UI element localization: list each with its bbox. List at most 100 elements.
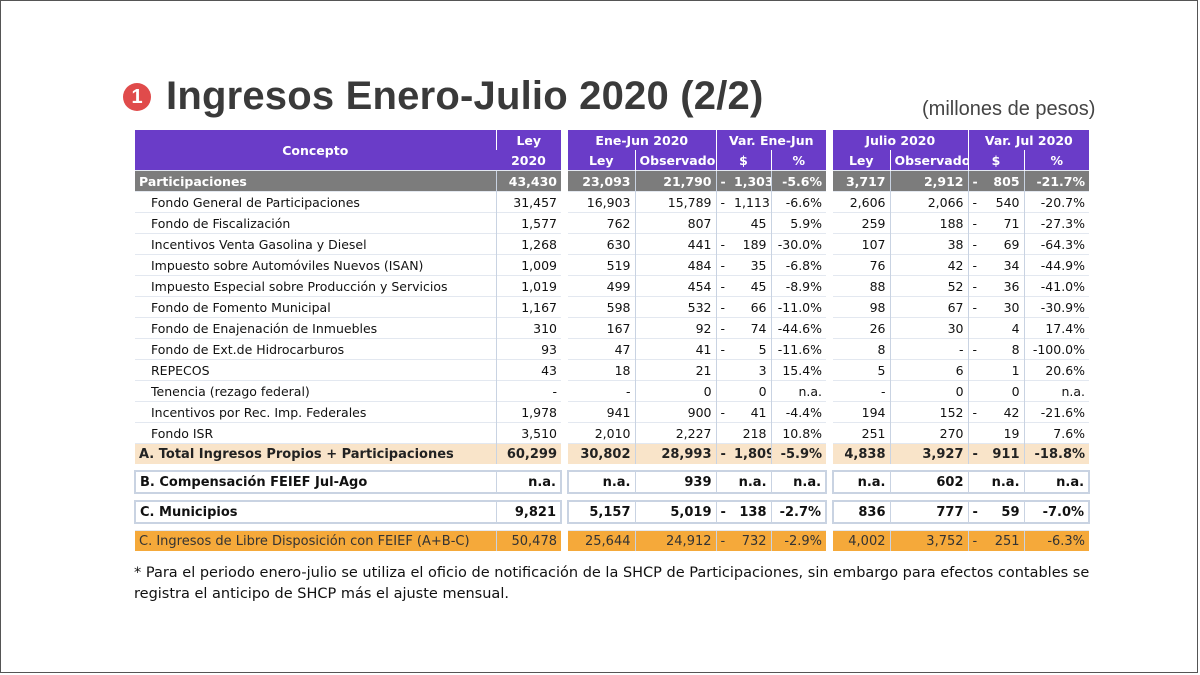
cell-j-ley: 259 [833, 212, 890, 234]
cell-j-sign: - [967, 443, 983, 464]
concept-rows: Participaciones 43,430 Fondo General de Pa… [134, 170, 562, 551]
cell-j-ley: 4,002 [833, 530, 890, 551]
cell-concepto: Impuesto sobre Automóviles Nuevos (ISAN) [135, 254, 496, 276]
cell-ej-sign [715, 359, 731, 381]
cell-ej-pct: 10.8% [770, 422, 827, 444]
cell-j-sign [967, 317, 983, 339]
cell-ej-pct: -6.6% [770, 191, 827, 213]
table-row: 4,838 3,927-911 -18.8% [833, 443, 1090, 464]
cell-ej-ley: 18 [568, 359, 635, 381]
cell-concepto: C. Municipios [134, 500, 496, 524]
cell-j-ley: - [833, 380, 890, 402]
cell-ej-obs: 532 [634, 296, 717, 318]
table-row: Tenencia (rezago federal) - [135, 380, 561, 402]
table-row: 499 454-45 -8.9% [568, 275, 827, 297]
cell-j-pct: -7.0% [1023, 500, 1091, 524]
cell-j-var: 1 [982, 359, 1025, 381]
cell-ej-var: 3 [730, 359, 772, 381]
cell-j-var: 8 [982, 338, 1025, 360]
cell-concepto: Fondo de Ext.de Hidrocarburos [135, 338, 496, 360]
cell-ej-sign [715, 212, 731, 234]
cell-j-var: 59 [982, 500, 1025, 524]
cell-j-sign: - [967, 530, 983, 551]
cell-j-pct: 7.6% [1023, 422, 1090, 444]
table-row: B. Compensación FEIEF Jul-Ago n.a. [134, 470, 562, 494]
cell-j-sign: - [967, 233, 983, 255]
cell-j-pct: -27.3% [1023, 212, 1090, 234]
cell-ej-ley: 16,903 [568, 191, 635, 213]
row-spacer [568, 493, 827, 501]
cell-ej-ley: - [568, 380, 635, 402]
cell-ej-ley: 47 [568, 338, 635, 360]
cell-j-sign: - [967, 275, 983, 297]
table-row: 194 152-42 -21.6% [833, 401, 1090, 423]
cell-ley2020: 43,430 [495, 170, 561, 192]
cell-j-sign: - [967, 254, 983, 276]
cell-concepto: Incentivos Venta Gasolina y Diesel [135, 233, 496, 255]
table-row: 98 67-30 -30.9% [833, 296, 1090, 318]
cell-ley2020: 3,510 [495, 422, 561, 444]
cell-ej-pct: -8.9% [770, 275, 827, 297]
cell-ej-obs: 0 [634, 380, 717, 402]
cell-ej-var: 218 [730, 422, 772, 444]
cell-ej-var: n.a. [730, 470, 772, 494]
cell-ej-sign: - [715, 275, 731, 297]
header-j-pesos: $ [967, 150, 1025, 171]
cell-j-ley: 26 [833, 317, 890, 339]
table-row: Fondo de Ext.de Hidrocarburos 93 [135, 338, 561, 360]
cell-ej-obs: 21 [634, 359, 717, 381]
table-row: 4,002 3,752-251 -6.3% [833, 530, 1090, 551]
cell-ej-var: 1,113 [730, 191, 772, 213]
cell-j-obs: 602 [889, 470, 969, 494]
cell-j-pct: n.a. [1023, 470, 1091, 494]
cell-ley2020: 1,019 [495, 275, 561, 297]
cell-j-var: 34 [982, 254, 1025, 276]
cell-ley2020: 9,821 [495, 500, 562, 524]
cell-ej-sign: - [715, 338, 731, 360]
table-row: 18 21 3 15.4% [568, 359, 827, 381]
cell-j-sign [967, 422, 983, 444]
slide-title: Ingresos Enero-Julio 2020 (2/2) [166, 74, 764, 118]
cell-j-pct: -44.9% [1023, 254, 1090, 276]
table-row: 5 6 1 20.6% [833, 359, 1090, 381]
table-ene-jun-block: Ene-Jun 2020 Var. Ene-Jun Ley Observado … [567, 130, 828, 551]
cell-j-var: 42 [982, 401, 1025, 423]
table-row: Incentivos Venta Gasolina y Diesel 1,268 [135, 233, 561, 255]
cell-j-var: 30 [982, 296, 1025, 318]
cell-ej-pct: n.a. [770, 380, 827, 402]
cell-j-obs: 30 [889, 317, 969, 339]
cell-ej-pct: -6.8% [770, 254, 827, 276]
cell-j-ley: 194 [833, 401, 890, 423]
cell-j-var: 69 [982, 233, 1025, 255]
cell-ej-sign: - [715, 401, 731, 423]
table-concept-block: Concepto Ley 2020 Participaciones 43,430 F… [134, 130, 562, 551]
cell-j-ley: 88 [833, 275, 890, 297]
table-row: 16,903 15,789-1,113 -6.6% [568, 191, 827, 213]
table-row: Impuesto Especial sobre Producción y Ser… [135, 275, 561, 297]
table-row: Fondo de Fiscalización 1,577 [135, 212, 561, 234]
header-ley-bottom: 2020 [496, 150, 561, 171]
cell-j-obs: 67 [889, 296, 969, 318]
cell-j-var: 4 [982, 317, 1025, 339]
table-row: 259 188-71 -27.3% [833, 212, 1090, 234]
table-row: 25,644 24,912-732 -2.9% [568, 530, 827, 551]
table-row: 598 532-66 -11.0% [568, 296, 827, 318]
cell-ley2020: - [495, 380, 561, 402]
cell-j-ley: n.a. [832, 470, 890, 494]
cell-j-ley: 5 [833, 359, 890, 381]
cell-j-obs: 38 [889, 233, 969, 255]
cell-ej-pct: -11.0% [770, 296, 827, 318]
cell-concepto: B. Compensación FEIEF Jul-Ago [134, 470, 496, 494]
cell-j-var: 251 [982, 530, 1025, 551]
row-spacer [833, 464, 1090, 471]
table-row: C. Ingresos de Libre Disposición con FEI… [135, 530, 561, 551]
table-julio-block: Julio 2020 Var. Jul 2020 Ley Observado $… [832, 130, 1091, 551]
table-row: 762 807 45 5.9% [568, 212, 827, 234]
cell-j-pct: 17.4% [1023, 317, 1090, 339]
table-row: 23,093 21,790-1,303 -5.6% [568, 170, 827, 192]
cell-ej-sign: - [715, 530, 731, 551]
cell-ej-obs: 2,227 [634, 422, 717, 444]
cell-ej-var: 35 [730, 254, 772, 276]
